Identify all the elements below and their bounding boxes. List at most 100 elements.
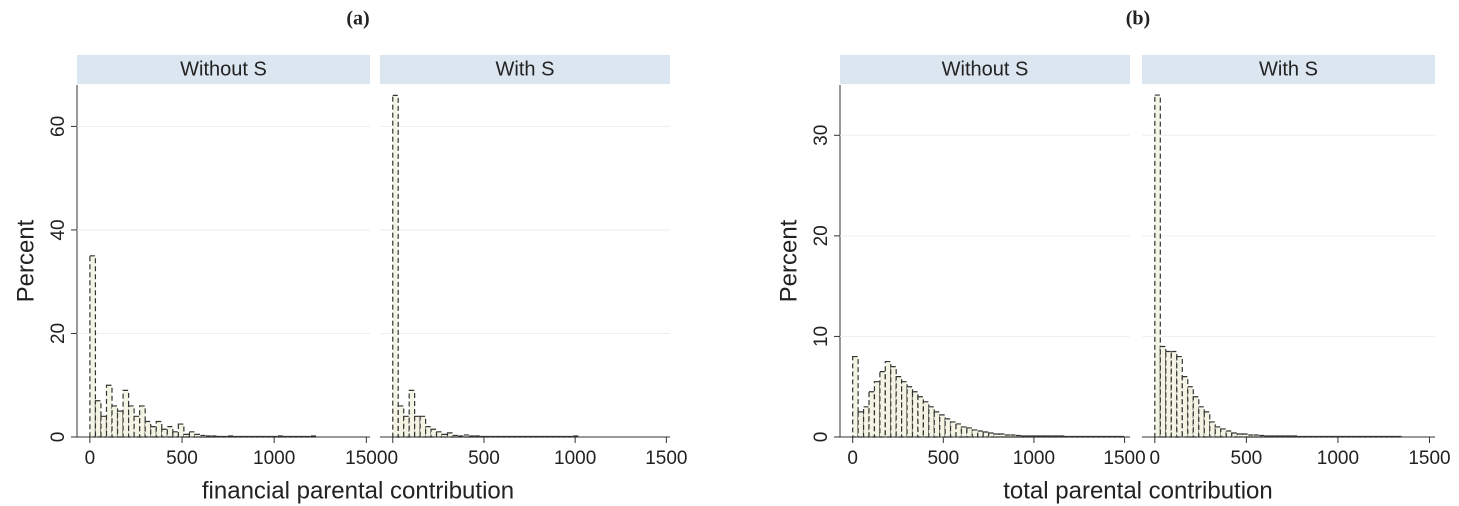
x-tick-label: 1500 (1103, 448, 1145, 469)
bar (982, 431, 990, 438)
bar (89, 255, 97, 438)
bar (1165, 350, 1172, 438)
x-tick-label: 500 (166, 448, 198, 469)
panel-title: Without S (942, 58, 1029, 80)
panel-title: With S (496, 58, 555, 80)
bar (94, 400, 102, 438)
x-tick-label: 0 (85, 448, 96, 469)
bar (1214, 426, 1222, 438)
bar (1209, 421, 1216, 438)
bar (155, 420, 163, 438)
bar (188, 431, 196, 438)
y-tick-label: 30 (811, 125, 832, 146)
bar (139, 405, 146, 438)
bar (133, 415, 141, 438)
y-tick-label: 0 (811, 432, 832, 443)
x-tick-label: 500 (927, 448, 959, 469)
bar (403, 415, 410, 438)
bar (901, 381, 908, 438)
strip (1142, 55, 1435, 84)
bar (895, 376, 903, 438)
bar (1154, 94, 1161, 438)
y-tick-label: 20 (811, 225, 832, 246)
bar (852, 355, 859, 438)
bar (161, 428, 168, 438)
bar (971, 429, 979, 438)
bar (868, 391, 876, 438)
bar (127, 405, 135, 438)
bar (857, 411, 865, 438)
x-axis-title: total parental contribution (1003, 477, 1273, 504)
bar (105, 384, 113, 438)
bar (1176, 355, 1183, 438)
bar (939, 414, 946, 438)
y-axis-title: Percent (12, 219, 39, 302)
strip (840, 55, 1130, 84)
bar (944, 418, 952, 438)
x-tick-label: 1000 (554, 448, 596, 469)
bar (430, 428, 438, 438)
x-tick-label: 1000 (1013, 448, 1055, 469)
bar (419, 415, 427, 438)
bar (144, 420, 152, 438)
x-tick-label: 1500 (345, 448, 387, 469)
y-tick-label: 40 (48, 219, 69, 240)
bar (122, 389, 130, 438)
panel-title: With S (1259, 58, 1318, 80)
bar (408, 389, 416, 438)
bar (166, 426, 174, 438)
x-tick-label: 500 (468, 448, 500, 469)
bar (922, 401, 930, 438)
bar (150, 426, 157, 438)
bar (1225, 430, 1233, 438)
bar (172, 431, 179, 438)
bar (100, 415, 108, 438)
bar (873, 381, 881, 438)
x-tick-label: 1500 (1408, 448, 1450, 469)
bar (955, 423, 963, 438)
strip (380, 55, 670, 84)
y-tick-label: 60 (48, 116, 69, 137)
bar (933, 411, 941, 438)
bar (1203, 411, 1211, 438)
bar (1170, 350, 1178, 438)
figure-title: (a) (346, 8, 369, 30)
bar (111, 405, 119, 438)
bar (890, 366, 897, 438)
bar (960, 426, 968, 438)
x-tick-label: 0 (387, 448, 398, 469)
bar (884, 360, 892, 438)
x-tick-label: 0 (847, 448, 858, 469)
bar (966, 427, 973, 438)
bar (1231, 432, 1238, 438)
x-axis-title: financial parental contribution (202, 477, 514, 504)
figure-title: (b) (1126, 8, 1150, 30)
bar (1181, 376, 1189, 438)
bar (988, 432, 995, 438)
bar (424, 426, 432, 438)
bar (392, 94, 399, 438)
bar (917, 396, 924, 438)
bar (949, 421, 957, 438)
y-axis-title: Percent (775, 219, 802, 302)
bar (116, 410, 124, 438)
bar (177, 423, 185, 438)
y-tick-label: 20 (48, 323, 69, 344)
x-tick-label: 0 (1150, 448, 1161, 469)
bar (862, 406, 870, 438)
bar (879, 371, 886, 438)
bar (1198, 406, 1205, 438)
bar (414, 415, 421, 438)
x-tick-label: 1500 (645, 448, 687, 469)
bar (906, 386, 914, 438)
y-tick-label: 0 (48, 432, 69, 443)
y-tick-label: 10 (811, 326, 832, 347)
strip (77, 55, 370, 84)
bar (911, 391, 919, 438)
bar (1192, 396, 1200, 438)
x-tick-label: 1000 (1317, 448, 1359, 469)
x-tick-label: 500 (1231, 448, 1263, 469)
bar (435, 431, 443, 438)
panel-title: Without S (180, 58, 267, 80)
